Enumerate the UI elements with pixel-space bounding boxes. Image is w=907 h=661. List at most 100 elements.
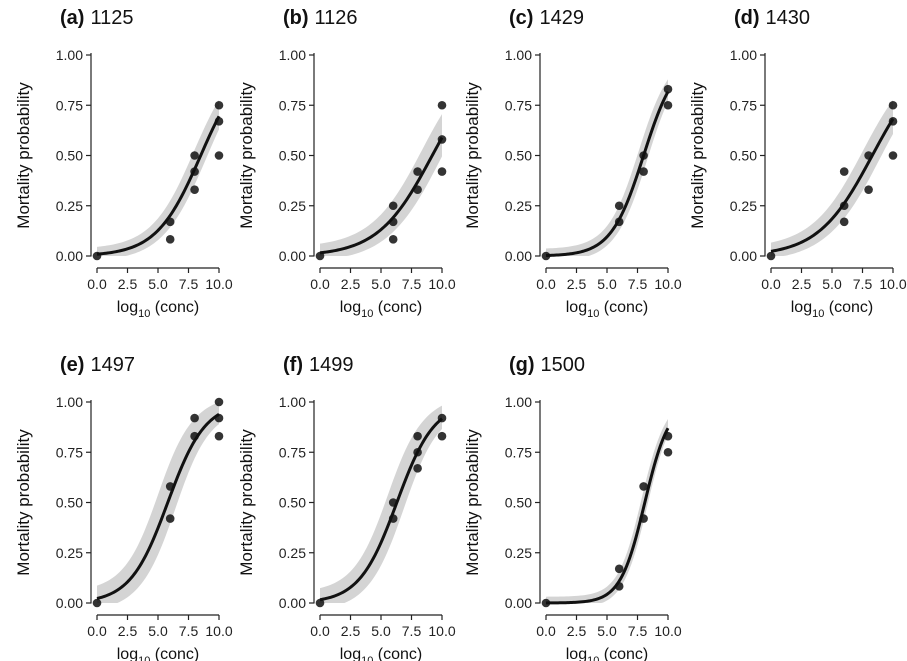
x-axis-label-log: log bbox=[117, 646, 138, 661]
data-point bbox=[214, 413, 224, 423]
data-point bbox=[165, 235, 175, 244]
data-point bbox=[614, 217, 624, 227]
x-axis-label-log: log bbox=[340, 646, 361, 661]
data-point bbox=[839, 167, 849, 176]
data-point bbox=[766, 251, 776, 261]
panel-letter: (e) bbox=[60, 354, 84, 376]
x-axis-label-sub: 10 bbox=[587, 308, 599, 320]
data-point bbox=[437, 135, 447, 144]
data-point bbox=[92, 598, 102, 608]
x-tick-label: 10.0 bbox=[428, 623, 455, 639]
data-point bbox=[190, 413, 199, 423]
data-point bbox=[888, 117, 898, 126]
x-tick-label: 7.5 bbox=[402, 276, 422, 292]
panel-letter: (a) bbox=[60, 7, 84, 29]
fit-curve bbox=[545, 427, 670, 605]
x-axis-label-log: log bbox=[566, 299, 587, 316]
panel-title: (g) 1500 bbox=[509, 354, 585, 376]
x-tick-label: 2.5 bbox=[792, 276, 812, 292]
x-tick-label: 10.0 bbox=[879, 276, 906, 292]
y-tick-label: 0.00 bbox=[505, 595, 532, 611]
panel-id: 1500 bbox=[541, 354, 586, 376]
data-point bbox=[165, 514, 175, 523]
x-tick-label: 0.0 bbox=[536, 623, 556, 639]
data-point bbox=[388, 498, 398, 507]
y-tick-label: 0.25 bbox=[505, 545, 532, 561]
data-point bbox=[165, 482, 175, 491]
confidence-band bbox=[546, 419, 668, 603]
x-tick-label: 2.5 bbox=[118, 623, 138, 639]
data-point bbox=[388, 217, 398, 227]
y-tick-label: 0.50 bbox=[279, 495, 306, 511]
data-point bbox=[413, 447, 422, 457]
panel-1500: (g) 1500 0.00 0.25 0.50 0.75 1.00 0.0 2.5 5.0 7.5 1… bbox=[463, 354, 682, 661]
x-axis-label-tail: (conc) bbox=[824, 299, 873, 316]
y-tick-label: 0.25 bbox=[56, 198, 83, 214]
y-tick-label: 1.00 bbox=[505, 394, 532, 410]
data-point bbox=[214, 151, 224, 160]
x-axis-label: log10 (conc) bbox=[340, 646, 423, 661]
confidence-band bbox=[97, 99, 219, 256]
y-axis-label: Mortality probability bbox=[463, 429, 482, 576]
y-axis-label: Mortality probability bbox=[688, 82, 707, 229]
y-axis-label: Mortality probability bbox=[14, 82, 33, 229]
y-tick-label: 0.25 bbox=[730, 198, 757, 214]
y-tick-label: 1.00 bbox=[730, 47, 757, 63]
data-point bbox=[437, 431, 447, 441]
data-point bbox=[614, 201, 624, 211]
x-axis-label: log10 (conc) bbox=[566, 646, 649, 661]
x-tick-label: 2.5 bbox=[341, 623, 361, 639]
data-point bbox=[190, 185, 199, 194]
x-axis-label-sub: 10 bbox=[361, 655, 373, 661]
data-point bbox=[614, 564, 624, 574]
data-point bbox=[663, 431, 673, 441]
x-tick-label: 0.0 bbox=[87, 623, 107, 639]
data-point bbox=[437, 100, 447, 110]
data-point bbox=[413, 431, 422, 441]
panel-letter: (b) bbox=[283, 7, 309, 29]
data-point bbox=[839, 217, 849, 227]
y-axis-label: Mortality probability bbox=[463, 82, 482, 229]
data-point bbox=[639, 482, 648, 491]
fit-curve bbox=[319, 417, 443, 602]
data-point bbox=[92, 251, 102, 261]
y-axis-label: Mortality probability bbox=[14, 429, 33, 576]
x-axis-label-sub: 10 bbox=[587, 655, 599, 661]
x-tick-label: 2.5 bbox=[118, 276, 138, 292]
y-tick-label: 0.00 bbox=[56, 248, 83, 264]
y-tick-label: 0.75 bbox=[730, 97, 757, 113]
data-point bbox=[663, 447, 673, 457]
y-tick-label: 1.00 bbox=[505, 47, 532, 63]
x-tick-label: 5.0 bbox=[822, 276, 842, 292]
y-tick-label: 0.00 bbox=[279, 248, 306, 264]
data-point bbox=[214, 117, 224, 126]
x-tick-label: 5.0 bbox=[597, 276, 617, 292]
data-point bbox=[888, 151, 898, 160]
y-tick-label: 0.00 bbox=[505, 248, 532, 264]
x-tick-label: 7.5 bbox=[853, 276, 873, 292]
x-axis-label: log10 (conc) bbox=[566, 299, 649, 320]
panel-1497: (e) 1497 0.00 0.25 0.50 0.75 1.00 0.0 2.5 5.0 7.5 1… bbox=[14, 354, 233, 661]
data-point bbox=[190, 431, 199, 441]
data-point bbox=[214, 100, 224, 110]
y-tick-label: 0.75 bbox=[56, 444, 83, 460]
panel-1125: (a) 1125 0.00 0.25 0.50 0.75 1.00 0.0 2.5 5.0 7.5 1… bbox=[14, 7, 233, 320]
x-axis-label-tail: (conc) bbox=[373, 299, 422, 316]
x-tick-label: 10.0 bbox=[654, 276, 681, 292]
x-tick-label: 5.0 bbox=[371, 623, 391, 639]
panel-id: 1126 bbox=[315, 7, 358, 29]
data-point bbox=[315, 598, 325, 608]
x-axis-label-log: log bbox=[340, 299, 361, 316]
y-axis-label: Mortality probability bbox=[237, 429, 256, 576]
y-tick-label: 0.75 bbox=[505, 97, 532, 113]
data-point bbox=[639, 514, 648, 523]
panel-title: (c) 1429 bbox=[509, 7, 584, 29]
x-tick-label: 5.0 bbox=[371, 276, 391, 292]
panel-letter: (f) bbox=[283, 354, 303, 376]
y-tick-label: 0.50 bbox=[730, 148, 757, 164]
panel-id: 1430 bbox=[766, 7, 811, 29]
x-axis-label-sub: 10 bbox=[812, 308, 824, 320]
y-tick-label: 0.50 bbox=[279, 148, 306, 164]
data-point bbox=[864, 185, 873, 194]
